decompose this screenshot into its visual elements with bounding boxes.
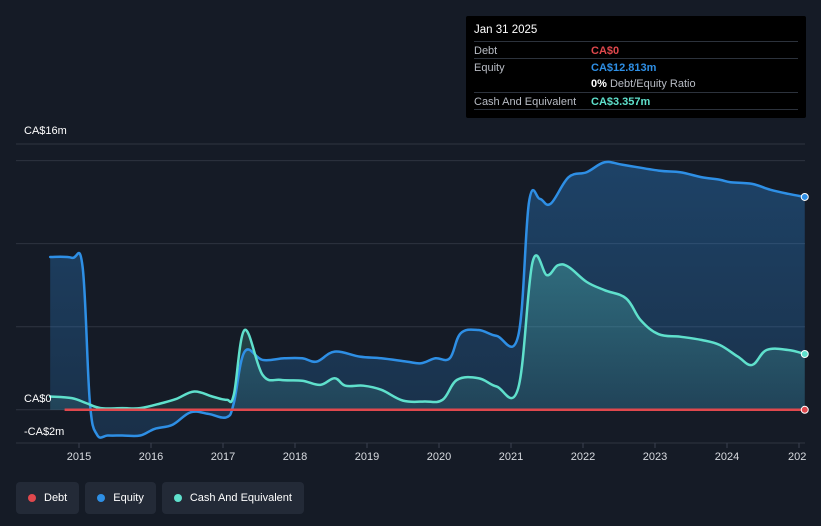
- x-tick-label: 2019: [355, 451, 379, 463]
- legend-cash-label: Cash And Equivalent: [189, 492, 292, 504]
- tooltip-cash-value: CA$3.357m: [591, 96, 651, 108]
- debt-end-point: [800, 405, 809, 414]
- legend: Debt Equity Cash And Equivalent: [16, 482, 304, 514]
- tooltip-divider: [474, 109, 798, 110]
- areas: [50, 161, 805, 438]
- tooltip-row-cash: Cash And Equivalent CA$3.357m: [474, 92, 798, 110]
- debt-dot-icon: [28, 494, 36, 502]
- tooltip-row-debt: Debt CA$0: [474, 41, 798, 59]
- equity-series-line: [48, 160, 807, 439]
- axis-labels: CA$16m CA$0 -CA$2m 2015 2016 2017 2018 2019 2020…: [24, 125, 806, 463]
- tooltip-debt-value: CA$0: [591, 45, 620, 57]
- tooltip-ratio: 0% Debt/Equity Ratio: [591, 78, 696, 90]
- lines: [48, 160, 807, 439]
- tooltip-ratio-label: Debt/Equity Ratio: [609, 78, 696, 90]
- tooltip-equity-value: CA$12.813m: [591, 62, 657, 74]
- y-tick-label-top: CA$16m: [24, 125, 67, 137]
- x-tick-label: 2024: [715, 451, 739, 463]
- tooltip-row-ratio: 0% Debt/Equity Ratio: [474, 75, 798, 92]
- tooltip-ratio-value: 0%: [591, 78, 607, 90]
- x-tick-label: 2018: [283, 451, 307, 463]
- x-tick-label: 2016: [139, 451, 163, 463]
- legend-item-equity[interactable]: Equity: [85, 482, 156, 514]
- y-tick-label-zero: CA$0: [24, 393, 52, 405]
- equity-end-point: [800, 192, 809, 201]
- y-tick-label-bottom: -CA$2m: [24, 426, 64, 438]
- tooltip-panel: Jan 31 2025 Debt CA$0 Equity CA$12.813m …: [466, 16, 806, 118]
- x-tick-label: 2021: [499, 451, 523, 463]
- x-tick-label: 2023: [643, 451, 667, 463]
- cash-end-point: [800, 350, 809, 359]
- equity-dot-icon: [97, 494, 106, 502]
- x-tick-label: 2015: [67, 451, 91, 463]
- x-tick-label: 2022: [571, 451, 595, 463]
- legend-debt-label: Debt: [44, 492, 68, 504]
- x-tick-label: 2020: [427, 451, 451, 463]
- legend-item-cash[interactable]: Cash And Equivalent: [161, 482, 304, 514]
- tooltip-cash-label: Cash And Equivalent: [474, 96, 577, 108]
- end-markers: [800, 192, 809, 414]
- tooltip-equity-label: Equity: [474, 62, 505, 74]
- x-tick-label: 2017: [211, 451, 235, 463]
- legend-equity-label: Equity: [113, 492, 144, 504]
- tooltip-row-equity: Equity CA$12.813m: [474, 58, 798, 76]
- cash-dot-icon: [173, 494, 182, 502]
- tooltip-debt-label: Debt: [474, 45, 498, 57]
- x-tick-label: 202: [788, 451, 806, 463]
- cash-series-line: [48, 254, 807, 410]
- legend-item-debt[interactable]: Debt: [16, 482, 80, 514]
- tooltip-date: Jan 31 2025: [474, 24, 538, 36]
